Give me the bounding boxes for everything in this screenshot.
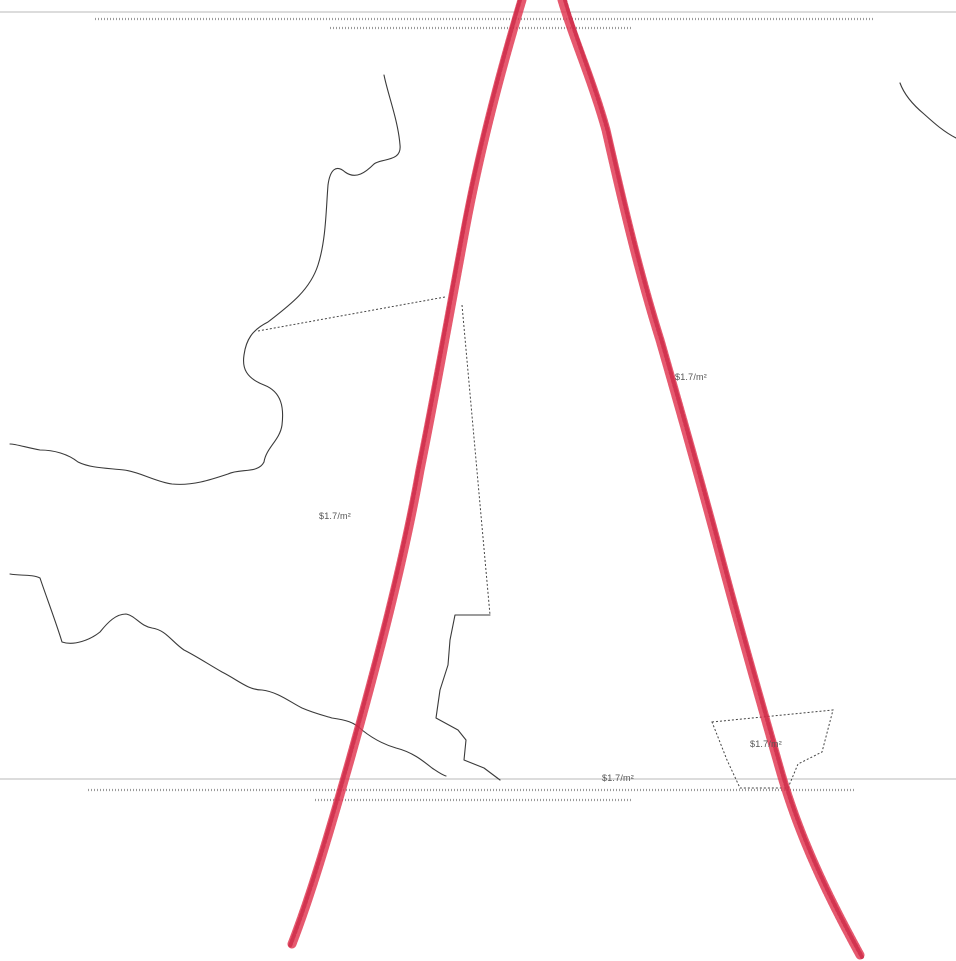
parcel-division-dotted-line [257,296,446,332]
red-pencil-left-stroke-core [288,0,522,948]
price-label-right-parcel: $1.7/m² [675,372,707,382]
red-pencil-left-stroke [287,0,527,949]
red-pencil-right-stroke [557,0,865,960]
upper-right-boundary-line [899,82,956,139]
red-pencil-right-stroke-core [563,0,864,959]
price-label-bottom: $1.7/m² [602,773,634,783]
price-label-left-parcel: $1.7/m² [319,511,351,521]
parcel-east-dotted-line [461,304,491,616]
lower-boundary-line [9,573,447,777]
parcel-outline-line [435,614,501,781]
small-parcel-outline [711,709,834,789]
upper-boundary-line [9,74,401,485]
price-label-small-parcel: $1.7/m² [750,739,782,749]
